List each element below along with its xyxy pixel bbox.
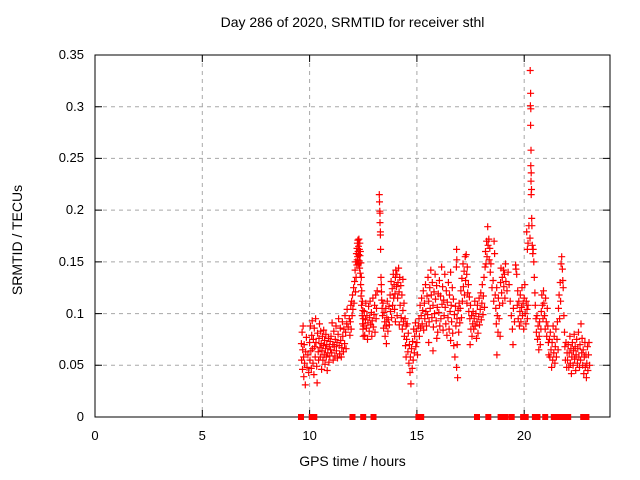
y-tick-label: 0.35 bbox=[58, 47, 84, 62]
zero-marker bbox=[542, 414, 549, 420]
zero-marker bbox=[561, 414, 568, 420]
y-tick-label: 0.05 bbox=[58, 357, 84, 373]
zero-marker bbox=[508, 414, 515, 420]
zero-marker bbox=[522, 414, 529, 420]
zero-marker bbox=[502, 414, 509, 420]
zero-marker bbox=[349, 414, 356, 420]
zero-marker bbox=[580, 414, 587, 420]
y-tick-label: 0.3 bbox=[65, 98, 84, 114]
zero-marker bbox=[474, 414, 480, 420]
y-axis-label: SRMTID / TECUs bbox=[9, 184, 25, 296]
zero-marker bbox=[370, 414, 377, 420]
y-tick-label: 0 bbox=[76, 409, 84, 424]
y-tick-label: 0.2 bbox=[65, 202, 84, 218]
x-axis-label: GPS time / hours bbox=[299, 453, 406, 469]
chart-title: Day 286 of 2020, SRMTID for receiver sth… bbox=[220, 14, 485, 30]
x-tick-label: 20 bbox=[516, 428, 532, 443]
zero-marker bbox=[485, 414, 492, 420]
x-tick-label: 10 bbox=[302, 428, 317, 443]
zero-marker bbox=[583, 414, 590, 420]
data-points bbox=[297, 67, 594, 389]
x-tick-label: 0 bbox=[91, 428, 99, 443]
x-tick-label: 5 bbox=[198, 428, 206, 443]
zero-marker bbox=[360, 414, 367, 420]
y-tick-label: 0.1 bbox=[65, 305, 84, 321]
zero-marker bbox=[418, 414, 425, 420]
y-tick-label: 0.25 bbox=[58, 150, 84, 166]
zero-marker bbox=[534, 414, 541, 420]
zero-marker bbox=[565, 414, 572, 420]
x-tick-label: 15 bbox=[409, 428, 425, 443]
zero-markers bbox=[298, 414, 590, 420]
zero-marker bbox=[298, 414, 304, 420]
zero-marker bbox=[555, 414, 562, 420]
y-tick-label: 0.15 bbox=[58, 253, 84, 269]
zero-marker bbox=[550, 414, 557, 420]
zero-marker bbox=[311, 414, 318, 420]
